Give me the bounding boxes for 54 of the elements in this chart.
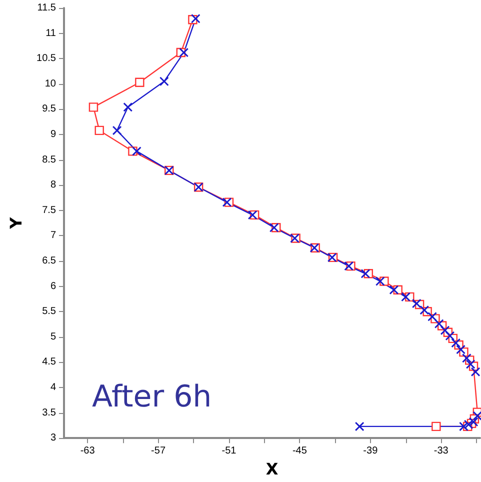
y-axis-title: Y <box>6 216 26 230</box>
point <box>401 292 410 302</box>
x-tick-label: -51 <box>222 446 237 457</box>
x-tick-label: -33 <box>434 446 449 457</box>
x-tick-label: -57 <box>151 446 166 457</box>
point <box>94 126 104 136</box>
point <box>472 411 481 420</box>
y-tick-label: 6 <box>50 280 56 292</box>
y-tick-label: 10 <box>44 78 56 90</box>
point <box>471 367 480 376</box>
x-axis-title: X <box>266 460 279 478</box>
x-tick-label: -63 <box>80 446 96 457</box>
y-tick-label: 4.5 <box>42 356 56 368</box>
point <box>412 299 422 308</box>
x-tick-label: -45 <box>292 446 308 457</box>
y-tick-label: 8 <box>50 180 56 191</box>
point <box>428 312 437 322</box>
point <box>135 78 144 87</box>
y-tick-label: 9 <box>50 129 56 140</box>
point <box>222 198 232 207</box>
point <box>466 360 476 369</box>
x-tick-label: -39 <box>363 446 378 457</box>
point <box>445 331 454 340</box>
point <box>179 48 188 58</box>
point <box>112 126 122 135</box>
point <box>123 102 132 112</box>
y-tick-label: 7.5 <box>42 204 56 216</box>
point <box>376 276 385 286</box>
y-tick-label: 11.5 <box>37 2 56 14</box>
annotation: After 6h <box>92 380 212 414</box>
point <box>451 338 460 348</box>
y-tick-label: 7 <box>50 230 56 242</box>
y-tick-label: 3.5 <box>42 407 56 418</box>
point <box>420 306 429 315</box>
y-tick-label: 5.5 <box>42 306 56 318</box>
point <box>432 422 441 432</box>
y-tick-label: 11 <box>46 28 56 39</box>
point <box>132 146 142 156</box>
y-tick-label: 5 <box>50 331 56 342</box>
point <box>459 422 468 431</box>
y-tick-label: 9.5 <box>42 104 56 115</box>
point <box>160 76 169 86</box>
y-tick-label: 3 <box>50 432 56 444</box>
y-tick-label: 6.5 <box>42 256 56 266</box>
point <box>88 102 98 112</box>
point <box>355 422 364 431</box>
point <box>389 285 398 294</box>
y-tick-label: 10.5 <box>36 53 56 64</box>
point <box>191 14 200 24</box>
y-tick-label: 8.5 <box>42 154 56 166</box>
point <box>456 345 466 354</box>
point <box>462 354 472 363</box>
y-tick-label: 4 <box>50 382 56 393</box>
point <box>360 269 370 278</box>
